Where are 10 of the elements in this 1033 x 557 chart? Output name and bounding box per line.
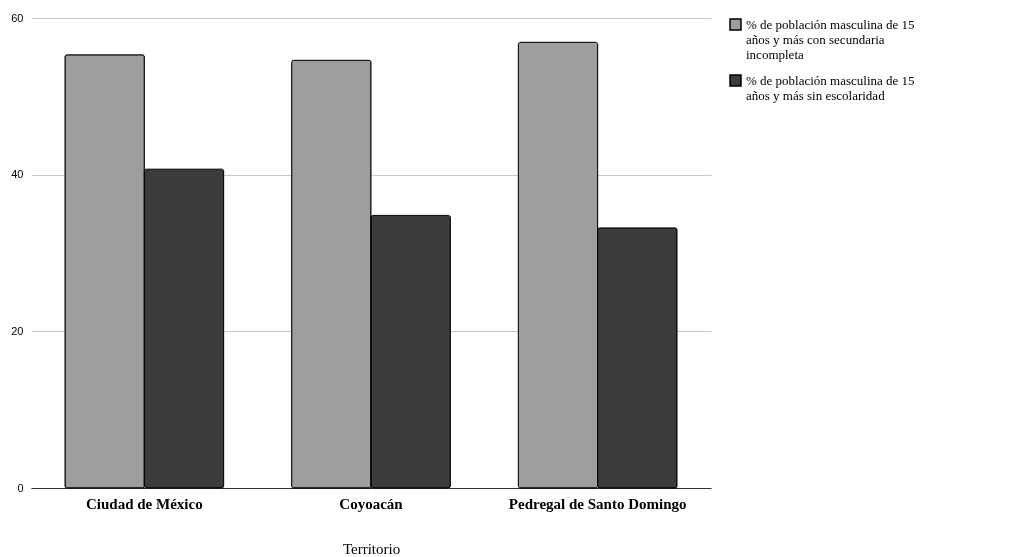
y-tick-label: 0	[17, 481, 24, 494]
x-tick-label: Pedregal de Santo Domingo	[508, 495, 687, 512]
legend-label: % de población masculina de 15 años y más sin escolaridad	[746, 72, 915, 103]
y-tick-label: 20	[11, 324, 24, 337]
x-axis-title: Territorio	[342, 540, 401, 557]
y-tick-label: 60	[11, 11, 24, 24]
y-tick-label: 40	[11, 168, 24, 181]
legend-label: % de población masculina de 15 años y más con secundaria incompleta	[746, 16, 915, 62]
x-tick-label: Ciudad de México	[86, 495, 203, 512]
x-tick-label: Coyoacán	[339, 495, 404, 512]
